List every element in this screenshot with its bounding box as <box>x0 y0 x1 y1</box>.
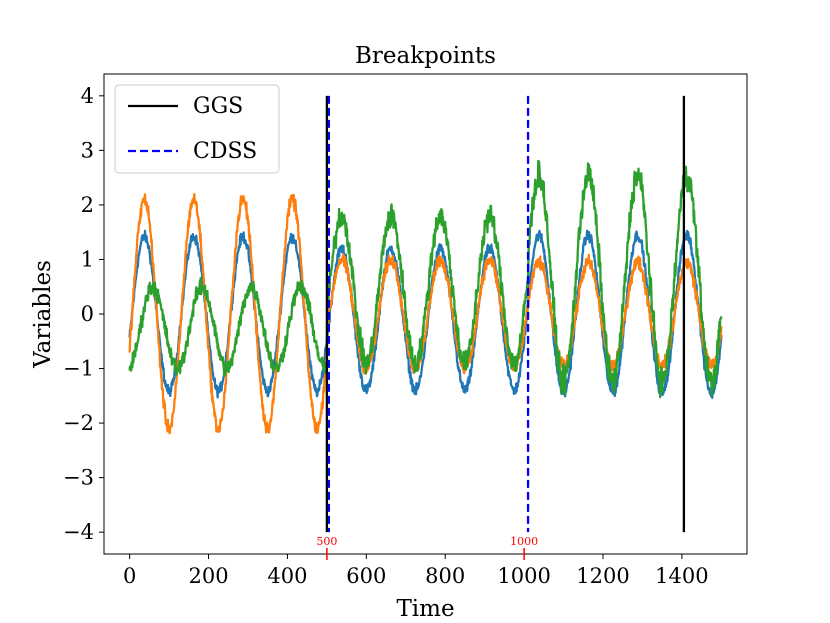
x-tick-label: 400 <box>267 564 307 588</box>
x-tick-label: 1400 <box>655 564 708 588</box>
y-tick-label: 4 <box>81 84 94 108</box>
x-axis-label: Time <box>396 596 454 622</box>
x-tick-label: 1200 <box>576 564 629 588</box>
legend: GGS CDSS <box>114 84 280 174</box>
x-tick-label: 800 <box>425 564 465 588</box>
breakpoint-layer <box>325 95 686 533</box>
annotation-label: 500 <box>316 535 337 548</box>
series-orange-line <box>128 192 723 435</box>
y-tick-label: 3 <box>81 138 94 162</box>
series-layer <box>128 159 723 435</box>
y-tick-label: −2 <box>63 411 94 435</box>
x-tick-label: 600 <box>346 564 386 588</box>
y-tick-label: −3 <box>63 466 94 490</box>
y-tick-label: −4 <box>63 520 94 544</box>
x-tick-label: 0 <box>123 564 136 588</box>
y-tick-label: 1 <box>81 247 94 271</box>
annotation-layer: 500 1000 <box>316 535 538 560</box>
x-tick-label: 200 <box>188 564 228 588</box>
legend-label-cdss: CDSS <box>193 139 257 164</box>
series-green-line <box>128 159 723 399</box>
axes-layer: 0 200 400 600 800 1000 1200 1400 −4 −3 −2 −1 0 1 2 3 4 <box>63 84 709 588</box>
y-tick-label: 2 <box>81 193 94 217</box>
y-tick-label: −1 <box>63 357 94 381</box>
x-tick-label: 1000 <box>497 564 550 588</box>
annotation-label: 1000 <box>510 535 538 548</box>
y-tick-label: 0 <box>81 302 94 326</box>
legend-label-ggs: GGS <box>193 94 243 119</box>
y-axis-label: Variables <box>30 260 56 369</box>
chart-title: Breakpoints <box>355 43 496 69</box>
